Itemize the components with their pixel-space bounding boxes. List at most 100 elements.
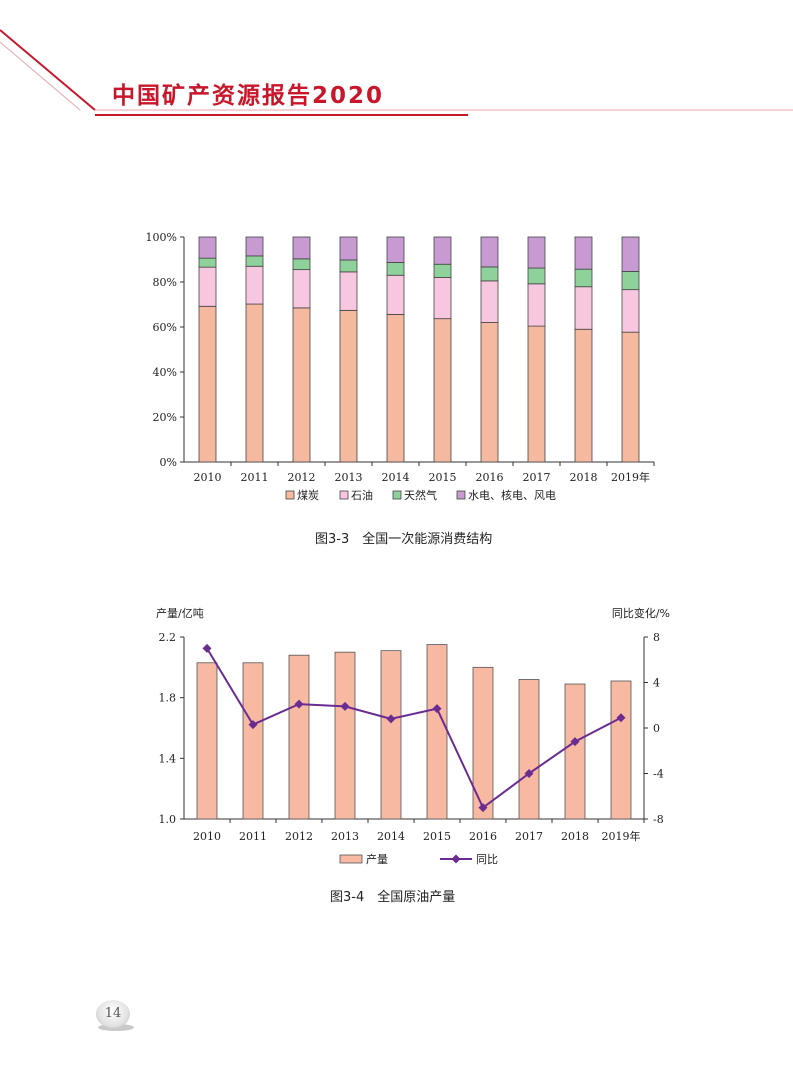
chart1-bar-gas: [433, 263, 452, 278]
chart1-xtick-label: 2011: [241, 471, 269, 484]
chart1-xtick-label: 2012: [288, 471, 316, 484]
chart1-bar-gas: [245, 255, 264, 267]
chart1-bar-hydro: [245, 236, 264, 257]
chart1-legend-swatch-oil: [339, 490, 349, 500]
chart2-bar: [334, 651, 356, 820]
chart2-ytick-right-label: -4: [653, 768, 664, 781]
chart1-bar-coal: [245, 303, 264, 463]
chart1-bar-hydro: [527, 236, 546, 269]
chart2-bar: [196, 662, 218, 820]
chart1-bar-oil: [339, 271, 358, 311]
chart2-point: [386, 714, 396, 724]
chart1-bar-coal: [433, 318, 452, 463]
chart2-xtick-label: 2018: [561, 830, 589, 843]
chart1-legend-swatch-coal: [285, 490, 295, 500]
chart2-point: [478, 803, 488, 813]
chart2-legend-marker: [451, 854, 461, 864]
chart2-point: [294, 699, 304, 709]
chart1-ytick-label: 100%: [146, 231, 177, 244]
chart1-bar-gas: [386, 262, 405, 276]
chart2-bar: [426, 644, 448, 820]
chart1-bar-hydro: [339, 236, 358, 261]
chart1-legend-swatch-hydro: [456, 490, 466, 500]
chart2-ytick-left-label: 1.4: [159, 752, 177, 765]
crude-oil-chart: 产量/亿吨 同比变化/% 1.0 1.4 1.8 2.2 -8 -4 0 4 8 2010 2011 20…: [156, 606, 670, 866]
chart1-bar-hydro: [292, 236, 311, 260]
chart1-bar-hydro: [433, 236, 452, 265]
chart2-ytick-right-label: 0: [653, 722, 660, 735]
chart2-point: [248, 720, 258, 730]
chart2-ylabel-right: 同比变化/%: [612, 606, 670, 620]
chart1-xtick-label: 2019年: [611, 470, 650, 484]
chart1-legend-label-coal: 煤炭: [297, 489, 319, 502]
chart1-xtick-label: 2018: [570, 471, 598, 484]
chart2-point: [340, 701, 350, 711]
header-decoration: [0, 29, 793, 116]
chart1-bar-oil: [386, 274, 405, 315]
chart1-bar-hydro: [198, 236, 217, 259]
chart2-xtick-label: 2019年: [602, 829, 641, 843]
chart2-xtick-label: 2014: [377, 830, 405, 843]
chart1-xtick-label: 2014: [382, 471, 410, 484]
chart1-bar-gas: [621, 271, 640, 291]
chart2-caption: 图3-4 全国原油产量: [330, 890, 456, 905]
chart2-ytick-left-label: 1.8: [159, 692, 177, 705]
chart1-bar-oil: [433, 277, 452, 320]
chart1-ytick-label: 40%: [153, 366, 177, 379]
chart2-ylabel-left: 产量/亿吨: [156, 606, 204, 620]
chart1-bar-oil: [198, 266, 217, 307]
chart1-bar-coal: [386, 314, 405, 463]
chart1-bar-gas: [292, 258, 311, 271]
chart1-legend-swatch-gas: [392, 490, 402, 500]
chart1-legend-label-gas: 天然气: [404, 488, 437, 502]
chart2-ytick-right-label: 4: [653, 677, 660, 690]
chart1-bar-hydro: [574, 236, 593, 270]
chart2-ytick-left-label: 2.2: [159, 631, 177, 644]
chart1-bar-gas: [574, 268, 593, 288]
chart1-legend-label-hydro: 水电、核电、风电: [468, 488, 556, 502]
chart2-xtick-label: 2012: [285, 830, 313, 843]
chart2-xtick-label: 2015: [423, 830, 451, 843]
energy-structure-chart: 0% 20% 40% 60% 80% 100% 2010 2011 2012 2013 2014 20…: [146, 231, 655, 502]
chart2-bar: [472, 666, 494, 820]
chart1-bar-coal: [292, 307, 311, 463]
chart1-xtick-label: 2017: [523, 471, 551, 484]
chart2-ytick-right-label: 8: [653, 631, 660, 644]
chart1-bar-gas: [198, 257, 217, 268]
chart2-xtick-label: 2011: [239, 830, 267, 843]
chart1-bar-gas: [339, 259, 358, 273]
chart2-xtick-label: 2010: [193, 830, 221, 843]
chart1-bar-oil: [245, 265, 264, 305]
chart1-ytick-label: 0%: [160, 456, 177, 469]
chart2-ytick-left-label: 1.0: [159, 813, 177, 826]
chart2-xtick-label: 2017: [515, 830, 543, 843]
chart2-bar: [564, 683, 586, 820]
chart2-bar: [288, 654, 310, 820]
chart2-point: [570, 737, 580, 747]
chart2-point: [524, 769, 534, 778]
chart1-ytick-label: 20%: [153, 411, 177, 424]
chart2-ytick-right-label: -8: [653, 813, 664, 826]
chart1-legend-label-oil: 石油: [351, 488, 373, 502]
chart2-xtick-label: 2016: [469, 830, 497, 843]
chart1-bar-gas: [480, 266, 499, 282]
chart1-bar-oil: [574, 286, 593, 330]
chart2-xtick-label: 2013: [331, 830, 359, 843]
chart1-xtick-label: 2013: [335, 471, 363, 484]
chart2-point: [432, 704, 442, 714]
chart1-bar-gas: [527, 267, 546, 285]
chart1-ytick-label: 80%: [153, 276, 177, 289]
chart2-line: [206, 647, 622, 810]
chart2-legend-label-line: 同比: [476, 853, 498, 866]
chart1-ytick-label: 60%: [153, 321, 177, 334]
chart1-bar-coal: [621, 331, 640, 463]
chart1-bar-oil: [480, 280, 499, 323]
chart1-bar-coal: [198, 305, 217, 463]
chart1-bar-coal: [574, 328, 593, 463]
chart1-bar-hydro: [621, 236, 640, 272]
chart2-legend-swatch-bar: [339, 854, 363, 864]
chart1-xtick-label: 2016: [476, 471, 504, 484]
chart1-bar-hydro: [480, 236, 499, 268]
chart2-point: [616, 713, 626, 723]
chart1-xtick-label: 2015: [429, 471, 457, 484]
